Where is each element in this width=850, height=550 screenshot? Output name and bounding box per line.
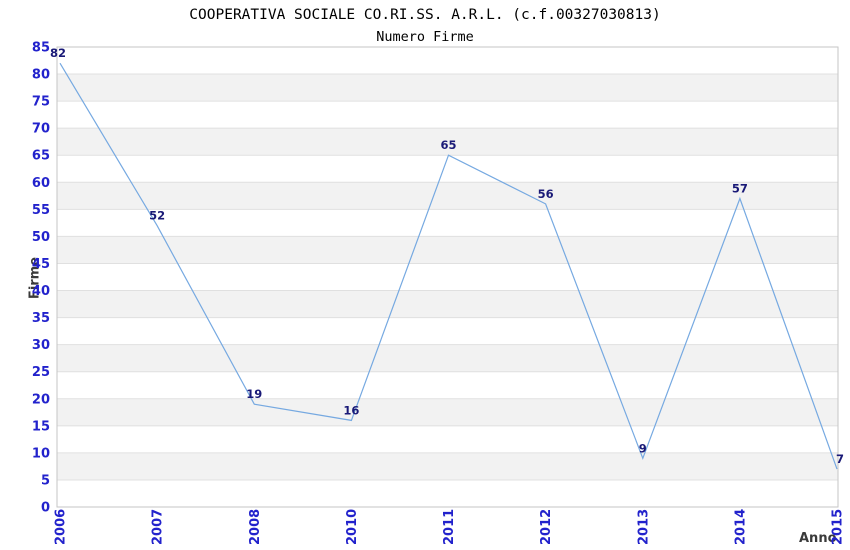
- chart-title: COOPERATIVA SOCIALE CO.RI.SS. A.R.L. (c.…: [189, 7, 661, 23]
- x-tick-label: 2012: [539, 509, 554, 545]
- grid-band: [57, 290, 838, 318]
- data-point-label: 65: [440, 138, 456, 152]
- x-tick-label: 2010: [345, 509, 360, 545]
- y-tick-label: 0: [41, 501, 50, 516]
- data-point-label: 7: [836, 452, 844, 466]
- x-tick-label: 2014: [733, 509, 748, 545]
- y-tick-label: 70: [32, 122, 50, 137]
- chart-subtitle: Numero Firme: [376, 29, 474, 45]
- grid-band: [57, 452, 838, 480]
- y-tick-label: 60: [32, 176, 50, 191]
- y-tick-label: 75: [32, 95, 50, 110]
- y-tick-label: 10: [32, 446, 50, 461]
- y-tick-label: 45: [32, 257, 50, 272]
- y-tick-label: 40: [32, 284, 50, 299]
- y-tick-label: 85: [32, 41, 50, 56]
- x-tick-label: 2011: [442, 509, 457, 545]
- x-tick-label: 2007: [151, 509, 166, 545]
- x-tick-label: 2008: [248, 509, 263, 545]
- y-tick-label: 15: [32, 419, 50, 434]
- data-point-label: 82: [50, 46, 66, 60]
- grid-band: [57, 398, 838, 426]
- y-tick-label: 80: [32, 68, 50, 83]
- grid-band: [57, 344, 838, 372]
- x-axis-title: Anno: [799, 531, 837, 546]
- x-tick-label: 2015: [831, 509, 846, 545]
- data-point-label: 57: [732, 182, 748, 196]
- data-point-label: 19: [246, 387, 262, 401]
- y-tick-label: 55: [32, 203, 50, 218]
- series-line: [59, 62, 838, 470]
- grid-band: [57, 74, 838, 102]
- y-tick-label: 20: [32, 392, 50, 407]
- grid-band: [57, 182, 838, 210]
- data-point-label: 16: [343, 403, 359, 417]
- x-tick-label: 2013: [636, 509, 651, 545]
- data-point-label: 56: [538, 187, 554, 201]
- y-tick-label: 65: [32, 149, 50, 164]
- grid-band: [57, 128, 838, 156]
- data-point-label: 52: [149, 209, 165, 223]
- data-point-label: 9: [639, 441, 647, 455]
- grid-band: [57, 236, 838, 264]
- x-tick-label: 2006: [54, 509, 69, 545]
- y-tick-label: 5: [41, 473, 50, 488]
- y-tick-label: 30: [32, 338, 50, 353]
- y-tick-label: 35: [32, 311, 50, 326]
- y-tick-label: 50: [32, 230, 50, 245]
- y-tick-label: 25: [32, 365, 50, 380]
- plot-border: [56, 46, 839, 508]
